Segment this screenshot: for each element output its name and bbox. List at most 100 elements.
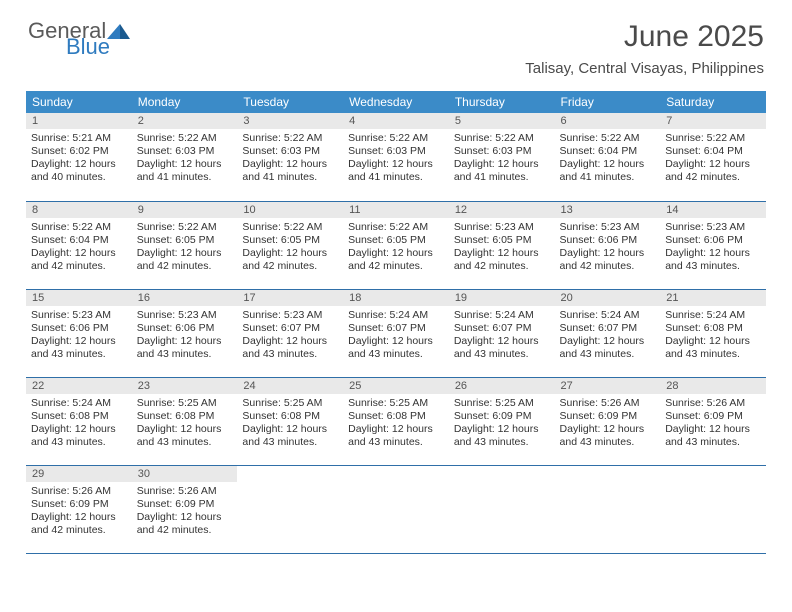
day-details: Sunrise: 5:22 AMSunset: 6:03 PMDaylight:… xyxy=(449,129,555,189)
day-details: Sunrise: 5:24 AMSunset: 6:07 PMDaylight:… xyxy=(343,306,449,366)
daylight-line: Daylight: 12 hours and 42 minutes. xyxy=(242,247,338,273)
day-details: Sunrise: 5:23 AMSunset: 6:05 PMDaylight:… xyxy=(449,218,555,278)
calendar-cell xyxy=(237,465,343,553)
day-details: Sunrise: 5:25 AMSunset: 6:08 PMDaylight:… xyxy=(132,394,238,454)
calendar-cell: 9Sunrise: 5:22 AMSunset: 6:05 PMDaylight… xyxy=(132,201,238,289)
day-details: Sunrise: 5:26 AMSunset: 6:09 PMDaylight:… xyxy=(660,394,766,454)
day-number: 3 xyxy=(237,113,343,129)
day-details: Sunrise: 5:25 AMSunset: 6:09 PMDaylight:… xyxy=(449,394,555,454)
day-number: 9 xyxy=(132,202,238,218)
day-details: Sunrise: 5:22 AMSunset: 6:05 PMDaylight:… xyxy=(343,218,449,278)
sunrise-line: Sunrise: 5:22 AM xyxy=(454,132,550,145)
calendar-cell xyxy=(343,465,449,553)
sunrise-line: Sunrise: 5:23 AM xyxy=(454,221,550,234)
brand-logo: General Blue xyxy=(28,20,132,58)
daylight-line: Daylight: 12 hours and 41 minutes. xyxy=(242,158,338,184)
sunrise-line: Sunrise: 5:22 AM xyxy=(137,221,233,234)
calendar-cell: 24Sunrise: 5:25 AMSunset: 6:08 PMDayligh… xyxy=(237,377,343,465)
day-number: 7 xyxy=(660,113,766,129)
day-number: 8 xyxy=(26,202,132,218)
daylight-line: Daylight: 12 hours and 42 minutes. xyxy=(454,247,550,273)
calendar-cell: 16Sunrise: 5:23 AMSunset: 6:06 PMDayligh… xyxy=(132,289,238,377)
weekday-header: Sunday xyxy=(26,91,132,113)
sunrise-line: Sunrise: 5:23 AM xyxy=(137,309,233,322)
calendar-cell: 25Sunrise: 5:25 AMSunset: 6:08 PMDayligh… xyxy=(343,377,449,465)
calendar-cell: 19Sunrise: 5:24 AMSunset: 6:07 PMDayligh… xyxy=(449,289,555,377)
day-details: Sunrise: 5:22 AMSunset: 6:03 PMDaylight:… xyxy=(132,129,238,189)
day-details: Sunrise: 5:23 AMSunset: 6:06 PMDaylight:… xyxy=(660,218,766,278)
calendar-cell: 10Sunrise: 5:22 AMSunset: 6:05 PMDayligh… xyxy=(237,201,343,289)
calendar-cell: 15Sunrise: 5:23 AMSunset: 6:06 PMDayligh… xyxy=(26,289,132,377)
sunset-line: Sunset: 6:08 PM xyxy=(665,322,761,335)
day-details: Sunrise: 5:21 AMSunset: 6:02 PMDaylight:… xyxy=(26,129,132,189)
sunrise-line: Sunrise: 5:26 AM xyxy=(137,485,233,498)
page-header: General Blue June 2025 Talisay, Central … xyxy=(0,0,792,81)
weekday-header: Saturday xyxy=(660,91,766,113)
daylight-line: Daylight: 12 hours and 43 minutes. xyxy=(31,335,127,361)
calendar-cell: 7Sunrise: 5:22 AMSunset: 6:04 PMDaylight… xyxy=(660,113,766,201)
calendar-body: 1Sunrise: 5:21 AMSunset: 6:02 PMDaylight… xyxy=(26,113,766,553)
daylight-line: Daylight: 12 hours and 43 minutes. xyxy=(665,423,761,449)
calendar-cell xyxy=(449,465,555,553)
calendar-cell xyxy=(555,465,661,553)
calendar-row: 29Sunrise: 5:26 AMSunset: 6:09 PMDayligh… xyxy=(26,465,766,553)
day-number: 10 xyxy=(237,202,343,218)
day-details: Sunrise: 5:22 AMSunset: 6:04 PMDaylight:… xyxy=(555,129,661,189)
daylight-line: Daylight: 12 hours and 41 minutes. xyxy=(560,158,656,184)
sunset-line: Sunset: 6:09 PM xyxy=(31,498,127,511)
day-number: 2 xyxy=(132,113,238,129)
sunset-line: Sunset: 6:03 PM xyxy=(137,145,233,158)
sunset-line: Sunset: 6:07 PM xyxy=(560,322,656,335)
calendar-row: 22Sunrise: 5:24 AMSunset: 6:08 PMDayligh… xyxy=(26,377,766,465)
sunset-line: Sunset: 6:09 PM xyxy=(137,498,233,511)
daylight-line: Daylight: 12 hours and 43 minutes. xyxy=(137,335,233,361)
daylight-line: Daylight: 12 hours and 43 minutes. xyxy=(560,335,656,361)
daylight-line: Daylight: 12 hours and 43 minutes. xyxy=(348,423,444,449)
day-number: 30 xyxy=(132,466,238,482)
daylight-line: Daylight: 12 hours and 42 minutes. xyxy=(560,247,656,273)
day-details: Sunrise: 5:24 AMSunset: 6:08 PMDaylight:… xyxy=(660,306,766,366)
sunset-line: Sunset: 6:06 PM xyxy=(560,234,656,247)
daylight-line: Daylight: 12 hours and 43 minutes. xyxy=(665,247,761,273)
day-details: Sunrise: 5:22 AMSunset: 6:04 PMDaylight:… xyxy=(660,129,766,189)
sunset-line: Sunset: 6:03 PM xyxy=(242,145,338,158)
sunset-line: Sunset: 6:08 PM xyxy=(31,410,127,423)
sunrise-line: Sunrise: 5:23 AM xyxy=(31,309,127,322)
day-number: 16 xyxy=(132,290,238,306)
day-number: 20 xyxy=(555,290,661,306)
title-block: June 2025 Talisay, Central Visayas, Phil… xyxy=(525,20,764,77)
sunrise-line: Sunrise: 5:22 AM xyxy=(31,221,127,234)
day-details: Sunrise: 5:25 AMSunset: 6:08 PMDaylight:… xyxy=(343,394,449,454)
day-number: 25 xyxy=(343,378,449,394)
calendar-row: 15Sunrise: 5:23 AMSunset: 6:06 PMDayligh… xyxy=(26,289,766,377)
weekday-header: Friday xyxy=(555,91,661,113)
sunset-line: Sunset: 6:05 PM xyxy=(242,234,338,247)
daylight-line: Daylight: 12 hours and 43 minutes. xyxy=(454,335,550,361)
sunset-line: Sunset: 6:03 PM xyxy=(454,145,550,158)
sunset-line: Sunset: 6:09 PM xyxy=(454,410,550,423)
sunset-line: Sunset: 6:05 PM xyxy=(137,234,233,247)
calendar-cell: 11Sunrise: 5:22 AMSunset: 6:05 PMDayligh… xyxy=(343,201,449,289)
day-number: 18 xyxy=(343,290,449,306)
sunrise-line: Sunrise: 5:25 AM xyxy=(348,397,444,410)
calendar-cell: 27Sunrise: 5:26 AMSunset: 6:09 PMDayligh… xyxy=(555,377,661,465)
calendar-cell: 4Sunrise: 5:22 AMSunset: 6:03 PMDaylight… xyxy=(343,113,449,201)
calendar-cell: 22Sunrise: 5:24 AMSunset: 6:08 PMDayligh… xyxy=(26,377,132,465)
calendar-table: Sunday Monday Tuesday Wednesday Thursday… xyxy=(26,91,766,554)
sunrise-line: Sunrise: 5:24 AM xyxy=(454,309,550,322)
sunrise-line: Sunrise: 5:22 AM xyxy=(560,132,656,145)
calendar-cell: 8Sunrise: 5:22 AMSunset: 6:04 PMDaylight… xyxy=(26,201,132,289)
sunset-line: Sunset: 6:08 PM xyxy=(242,410,338,423)
calendar-cell: 6Sunrise: 5:22 AMSunset: 6:04 PMDaylight… xyxy=(555,113,661,201)
day-details: Sunrise: 5:23 AMSunset: 6:06 PMDaylight:… xyxy=(132,306,238,366)
sunset-line: Sunset: 6:07 PM xyxy=(454,322,550,335)
daylight-line: Daylight: 12 hours and 43 minutes. xyxy=(31,423,127,449)
calendar-cell: 14Sunrise: 5:23 AMSunset: 6:06 PMDayligh… xyxy=(660,201,766,289)
day-details: Sunrise: 5:22 AMSunset: 6:05 PMDaylight:… xyxy=(237,218,343,278)
sunrise-line: Sunrise: 5:24 AM xyxy=(348,309,444,322)
day-number: 28 xyxy=(660,378,766,394)
sunset-line: Sunset: 6:09 PM xyxy=(665,410,761,423)
weekday-header: Monday xyxy=(132,91,238,113)
sunset-line: Sunset: 6:07 PM xyxy=(348,322,444,335)
daylight-line: Daylight: 12 hours and 43 minutes. xyxy=(665,335,761,361)
